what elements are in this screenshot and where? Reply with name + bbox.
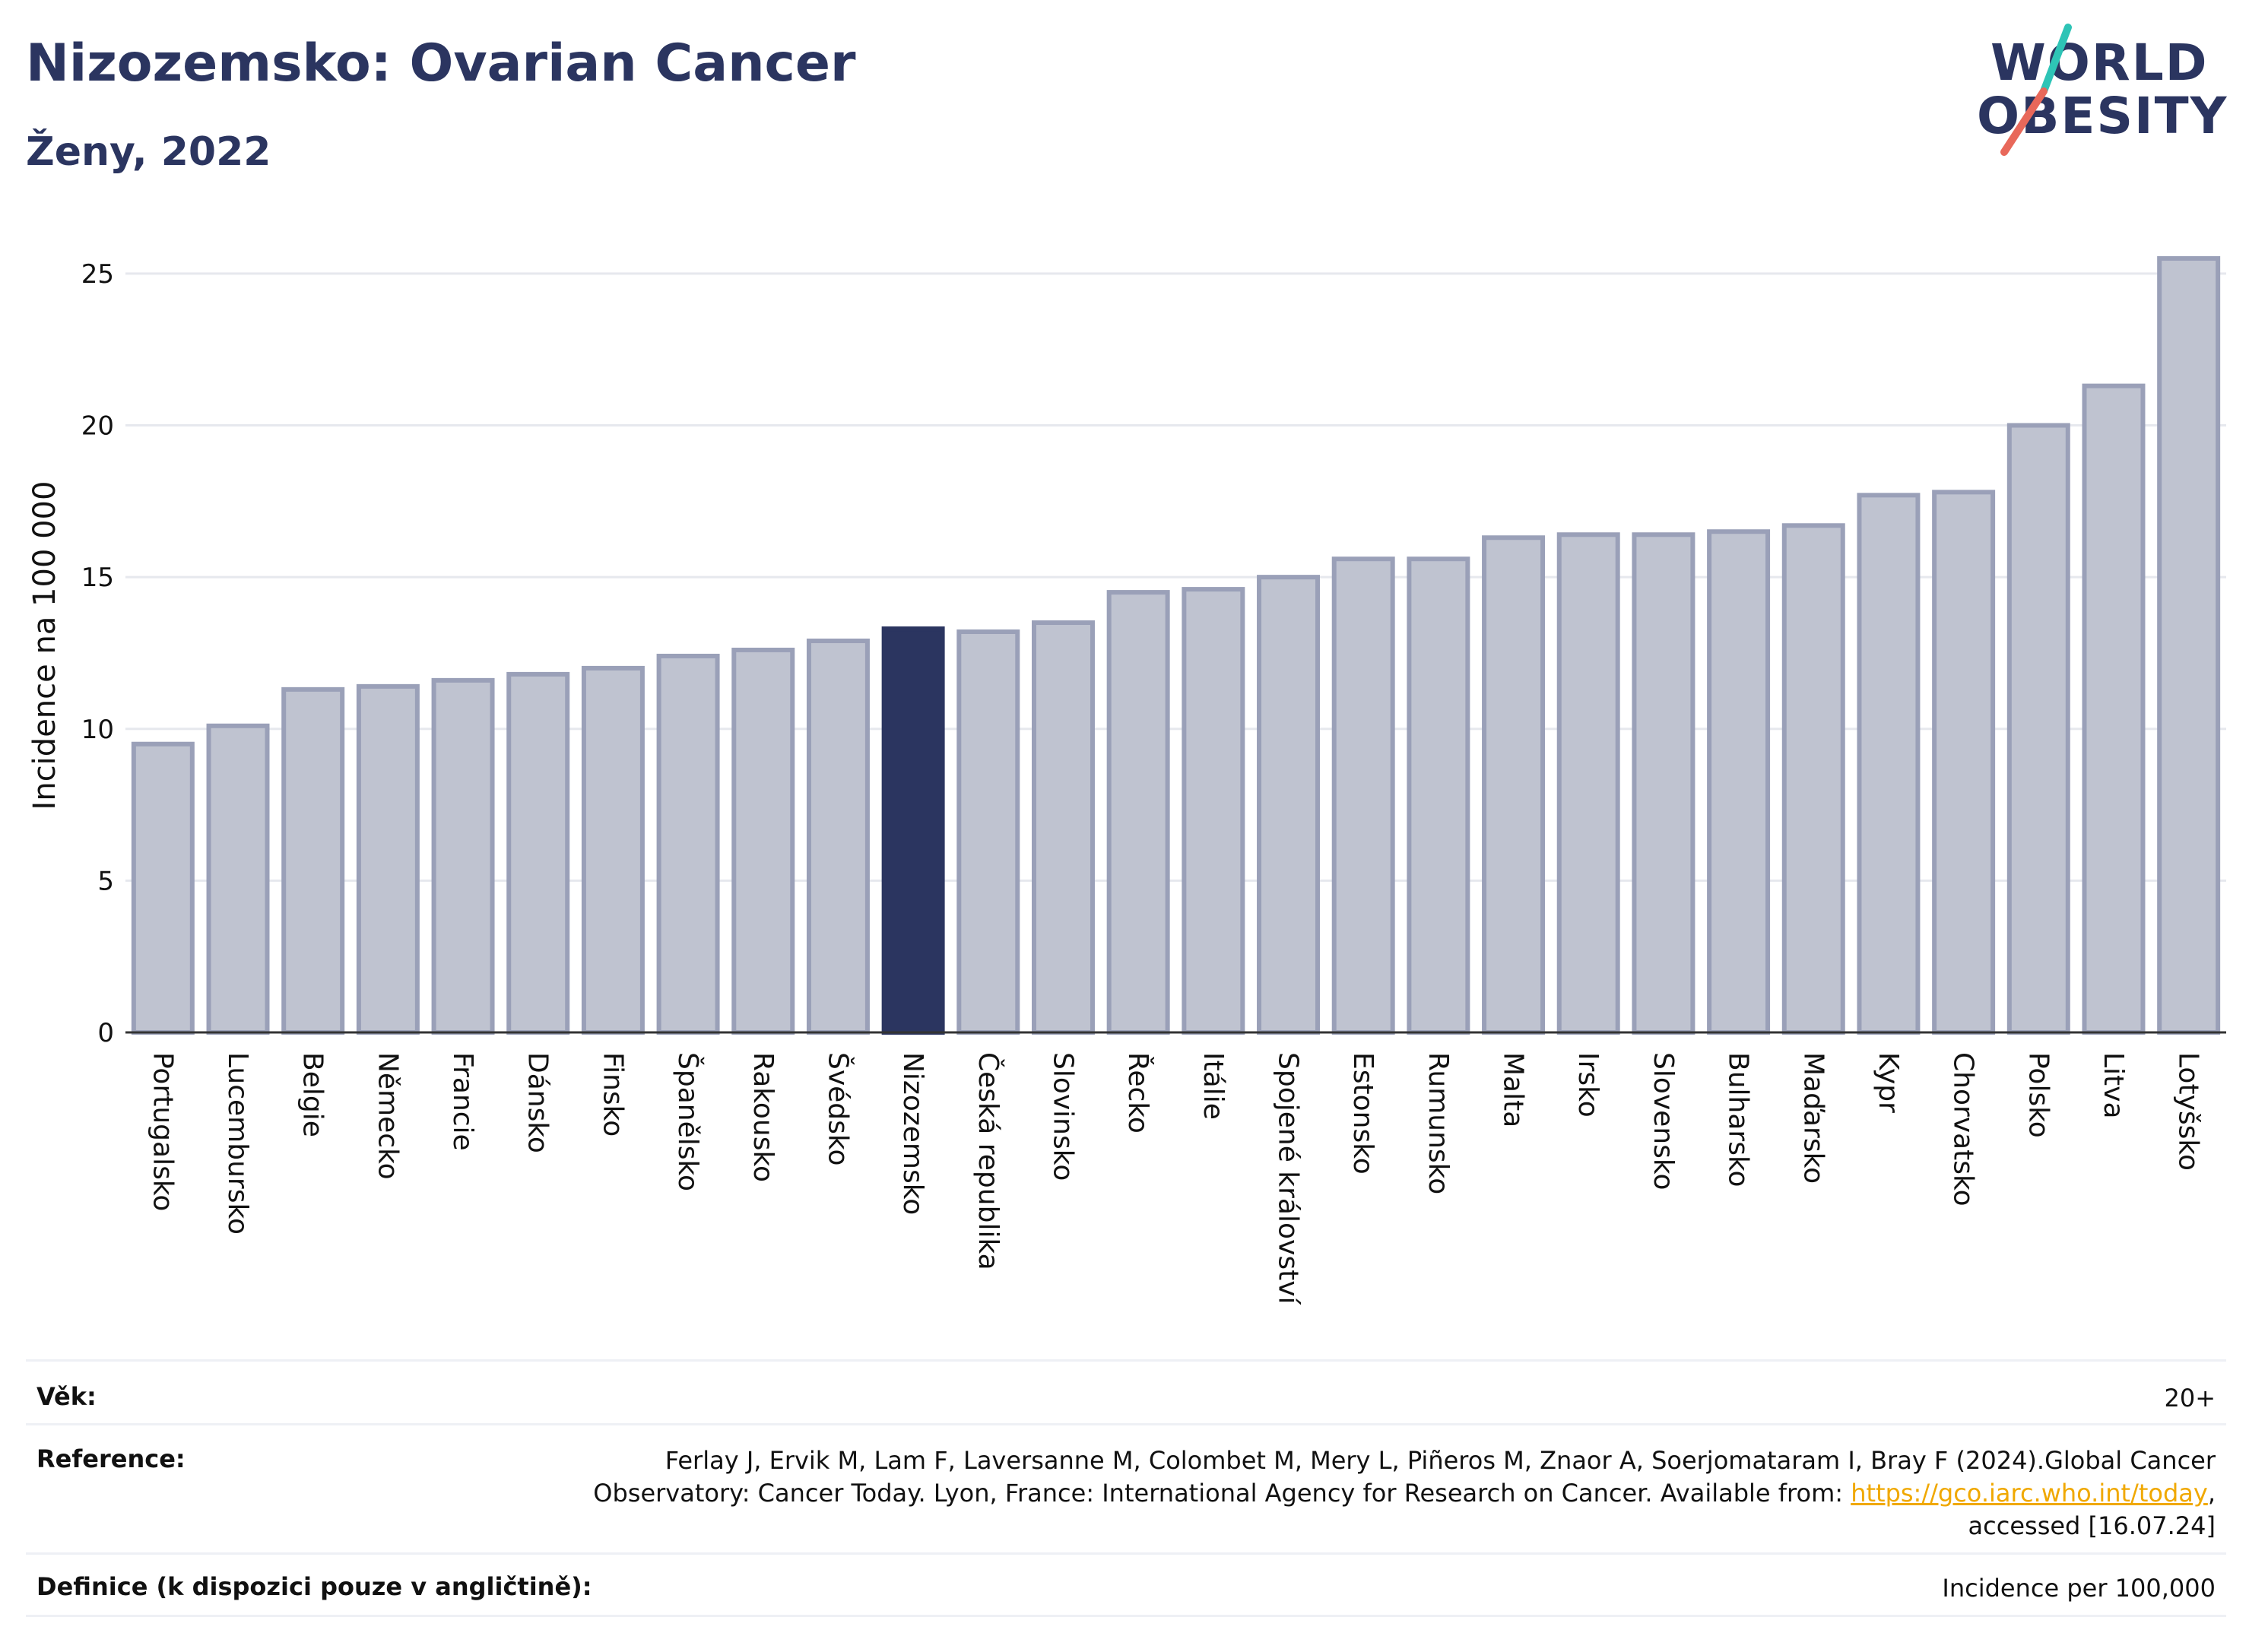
x-tick-labels: Portugalsko Lucembursko Belgie Německo Franc… [147,1052,2203,1305]
bar-11 [956,629,1020,1035]
x-tick-label: Bulharsko [1723,1052,1754,1187]
bar-3 [356,683,420,1035]
x-tick-label: Řecko [1122,1052,1154,1134]
bar-8 [731,647,795,1035]
age-label: Věk: [36,1382,97,1411]
bars [131,255,2221,1035]
bar-16 [1331,556,1395,1035]
bar-6 [581,665,645,1035]
y-tick-labels: 0 5 10 15 20 25 [81,259,114,1048]
x-tick-label: Slovensko [1648,1052,1679,1191]
page-subtitle: Ženy, 2022 [26,129,271,175]
y-tick-label: 5 [97,866,114,896]
bar-10 [881,626,945,1035]
x-tick-label: Kypr [1873,1052,1904,1113]
logo-slash-icon [2000,24,2072,156]
divider [26,1423,2226,1425]
y-tick-label: 10 [81,715,114,745]
reference-link[interactable]: https://gco.iarc.who.int/today [1851,1479,2208,1508]
bar-7 [656,653,720,1035]
x-tick-label: Itálie [1197,1052,1229,1120]
bar-19 [1556,532,1620,1035]
x-tick-label: Španělsko [672,1052,704,1191]
x-tick-label: Chorvatsko [1948,1052,1979,1206]
divider [26,1552,2226,1555]
bar-27 [2157,255,2221,1035]
reference-row: Reference: Ferlay J, Ervik M, Lam F, Lav… [26,1444,2226,1551]
age-value: 20+ [2164,1384,2216,1413]
x-tick-label: Polsko [2022,1052,2054,1138]
bar-chart: 0 5 10 15 20 25 Portugalsko Lucembursko Belgie N… [27,255,2226,1305]
x-tick-label: Portugalsko [147,1052,178,1211]
page-title: Nizozemsko: Ovarian Cancer [26,33,856,94]
logo-line1: WORLD [1990,33,2209,92]
x-tick-label: Rakousko [747,1052,779,1182]
bar-18 [1482,535,1546,1035]
x-tick-label: Maďarsko [1797,1052,1829,1184]
reference-text-after: , accessed [16.07.24] [1968,1479,2216,1540]
x-tick-label: Lotyšsko [2173,1052,2204,1171]
x-tick-label: Německo [372,1052,403,1180]
x-tick-label: Belgie [297,1052,328,1137]
bar-0 [131,741,195,1035]
y-tick-label: 15 [81,563,114,593]
y-axis-label: Incidence na 100 000 [27,481,62,810]
y-tick-label: 0 [97,1018,114,1048]
divider [26,1359,2226,1362]
x-tick-label: Česká republika [972,1052,1004,1270]
x-tick-label: Slovinsko [1047,1052,1078,1181]
x-tick-label: Irsko [1572,1052,1603,1118]
bar-23 [1857,493,1921,1035]
bar-21 [1707,529,1771,1035]
x-tick-label: Litva [2098,1052,2129,1119]
bar-17 [1407,556,1470,1035]
x-tick-label: Lucembursko [222,1052,253,1235]
bar-4 [431,677,495,1035]
x-tick-label: Nizozemsko [897,1052,928,1215]
x-tick-label: Finsko [597,1052,628,1137]
reference-text-before: Ferlay J, Ervik M, Lam F, Laversanne M, … [593,1446,2216,1508]
x-tick-label: Rumunsko [1423,1052,1454,1194]
x-tick-label: Malta [1498,1052,1529,1127]
definition-row: Definice (k dispozici pouze v angličtině… [26,1572,2226,1606]
x-tick-label: Dánsko [522,1052,554,1153]
y-tick-label: 25 [81,259,114,290]
bar-13 [1106,590,1170,1035]
bar-25 [2006,423,2070,1035]
divider [26,1615,2226,1617]
definition-value: Incidence per 100,000 [1942,1574,2216,1603]
bar-12 [1031,620,1095,1035]
bar-5 [506,671,570,1035]
bar-26 [2082,383,2146,1035]
bar-1 [206,723,270,1035]
bar-15 [1257,575,1321,1035]
x-tick-label: Spojené království [1273,1052,1304,1305]
bar-9 [806,638,870,1035]
reference-label: Reference: [36,1444,186,1473]
definition-label: Definice (k dispozici pouze v angličtině… [36,1572,592,1601]
bar-2 [281,686,345,1035]
x-tick-label: Estonsko [1347,1052,1378,1175]
world-obesity-logo: WORLD OBESITY [1977,23,2235,160]
x-tick-label: Francie [447,1052,478,1151]
bar-22 [1781,523,1845,1035]
age-row: Věk: 20+ [26,1382,2226,1416]
bar-20 [1632,532,1695,1035]
x-tick-label: Švédsko [822,1052,854,1166]
y-tick-label: 20 [81,411,114,442]
reference-text: Ferlay J, Ervik M, Lam F, Laversanne M, … [543,1444,2216,1543]
bar-14 [1182,587,1245,1035]
bar-24 [1932,490,1996,1035]
